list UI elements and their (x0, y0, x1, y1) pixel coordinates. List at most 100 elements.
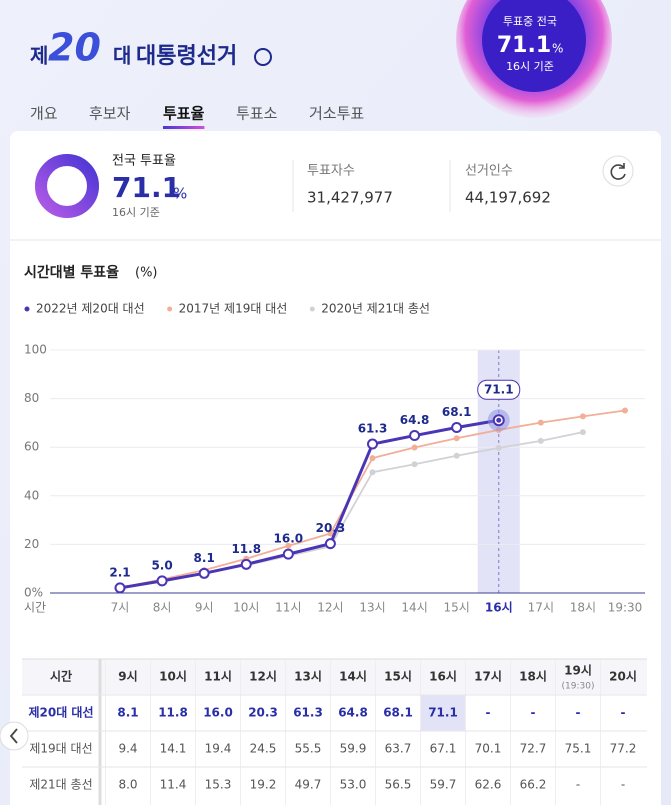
summary-basis: 16시 기준 (112, 206, 160, 219)
row-label: 제21대 총선 (29, 778, 92, 792)
point (495, 444, 502, 451)
legend-swatch (309, 306, 315, 312)
point (537, 419, 544, 426)
table-header: 12시 (249, 670, 277, 684)
x-tick-label: 13시 (359, 601, 385, 615)
badge-core (482, 0, 586, 92)
x-axis-label: 시간 (24, 601, 46, 615)
tab[interactable]: 개요 (30, 105, 58, 123)
cell: 62.6 (475, 778, 502, 792)
tooltip (477, 379, 521, 400)
cell: 56.5 (385, 778, 412, 792)
card (10, 131, 661, 809)
table-header: 18시 (519, 670, 547, 684)
cell: 11.4 (160, 778, 187, 792)
cell: 8.1 (117, 706, 138, 720)
table-header: 16시 (429, 670, 457, 684)
cell: 16.0 (203, 706, 233, 720)
point (156, 575, 168, 587)
value-label: 8.1 (194, 551, 215, 565)
donut-rate (35, 154, 99, 218)
y-tick-label: 80 (24, 391, 39, 405)
logo-number: 20 (48, 26, 101, 70)
x-tick-label: 7시 (111, 601, 130, 615)
table-header: 19시 (564, 664, 592, 678)
badge-rate: 71.1 (497, 33, 551, 58)
refresh-button[interactable] (602, 155, 634, 187)
summary-rate: 71.1 (112, 171, 181, 204)
prev-button[interactable] (0, 721, 29, 751)
value-label: 64.8 (400, 413, 430, 427)
value-label: 5.0 (151, 558, 172, 572)
cell: 11.8 (158, 706, 188, 720)
y-tick-label: 60 (24, 440, 39, 454)
cell: 64.8 (338, 706, 368, 720)
x-tick-label: 12시 (317, 601, 343, 615)
cell: 66.2 (520, 778, 547, 792)
value-label: 2.1 (109, 565, 130, 579)
table-header: 13시 (294, 670, 322, 684)
badge-label: 투표중 전국 (503, 15, 557, 28)
point (622, 407, 628, 414)
tab[interactable]: 후보자 (89, 105, 131, 123)
tabs: 개요 후보자 투표율 투표소 거소투표 (30, 105, 364, 129)
point (537, 437, 544, 444)
point-center (496, 417, 502, 423)
point (367, 438, 378, 450)
chart: 2022년 제20대 대선 2017년 제19대 대선 2020년 제21대 총선 0… (24, 302, 645, 615)
series-line (119, 418, 500, 590)
logo-title: 대통령선거 (136, 44, 237, 69)
value-label: 61.3 (358, 422, 388, 436)
x-tick-label: 19:30 (608, 601, 643, 615)
voters-label: 투표자수 (307, 164, 355, 179)
electorate-label: 선거인수 (465, 164, 513, 179)
cell: 59.9 (340, 742, 367, 756)
logo-suffix: 대 (113, 44, 131, 68)
cell: 49.7 (295, 778, 322, 792)
logo-icon (254, 48, 272, 66)
legend-swatch (167, 306, 173, 312)
cell: 71.1 (428, 706, 458, 720)
cell: 15.3 (205, 778, 232, 792)
x-tick-label: 11시 (275, 601, 301, 615)
cell: 67.1 (430, 742, 457, 756)
value-label: 11.8 (231, 542, 261, 556)
tab[interactable]: 거소투표 (309, 105, 364, 123)
cell: 8.0 (118, 778, 137, 792)
point (327, 530, 334, 537)
electorate: 44,197,692 (465, 189, 551, 207)
summary-label: 전국 투표율 (112, 154, 176, 169)
table-header: 시간 (50, 669, 72, 684)
logo-prefix: 제 (30, 44, 48, 68)
y-tick-label: 0% (24, 586, 43, 600)
cell: 19.2 (250, 778, 277, 792)
cell: - (576, 706, 581, 720)
tab[interactable]: 투표소 (236, 105, 278, 123)
table-header: 11시 (204, 670, 232, 684)
chart-unit: (%) (135, 266, 158, 281)
cell: 53.0 (340, 778, 367, 792)
table-header: 17시 (474, 670, 502, 684)
y-tick-label: 20 (24, 537, 39, 551)
point (453, 452, 460, 459)
x-tick-label: 16시 (485, 601, 513, 615)
table-header: 20시 (609, 670, 637, 684)
row-label: 제19대 대선 (29, 742, 92, 756)
table-header: 14시 (339, 670, 367, 684)
point (579, 413, 586, 420)
point (579, 429, 586, 436)
legend-label: 2022년 제20대 대선 (36, 302, 145, 316)
table-header: 9시 (118, 670, 137, 684)
prev-icon (9, 728, 18, 744)
tab[interactable]: 투표율 (163, 105, 205, 123)
table-header-bg (22, 659, 647, 695)
table-header-note: (19:30) (562, 682, 595, 692)
point (369, 455, 376, 462)
cell: 19.4 (205, 742, 232, 756)
x-tick-label: 9시 (195, 601, 214, 615)
cell: 59.7 (430, 778, 457, 792)
row-label: 제20대 대선 (28, 705, 93, 720)
cell: 68.1 (383, 706, 413, 720)
cell: 70.1 (475, 742, 502, 756)
